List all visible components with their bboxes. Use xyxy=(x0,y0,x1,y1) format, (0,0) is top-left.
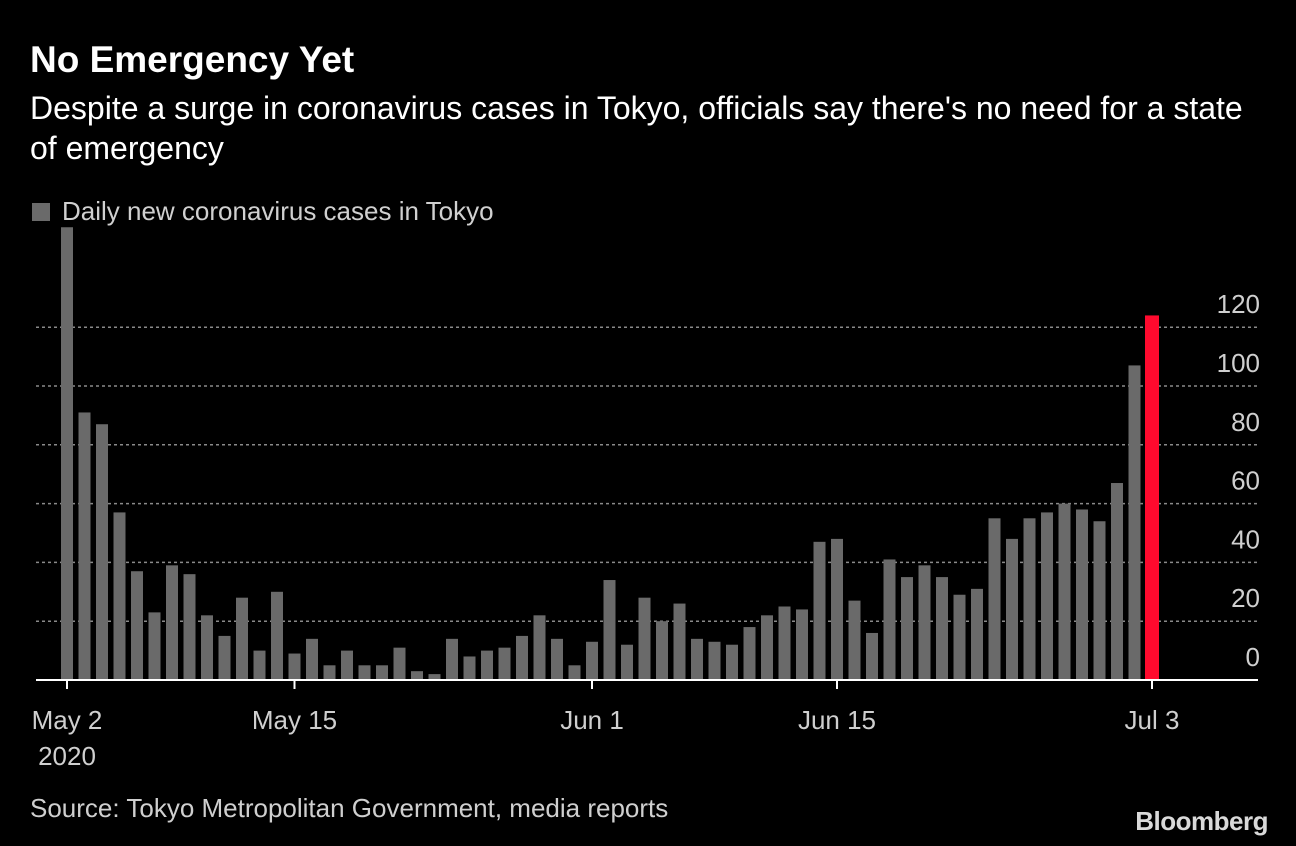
bar xyxy=(901,577,913,680)
bar xyxy=(603,580,616,680)
y-tick-label: 120 xyxy=(1217,289,1260,319)
bar xyxy=(831,538,843,680)
y-tick-label: 100 xyxy=(1217,348,1260,378)
axes: 0 20 40 60 80 100 120 May 2 2020 May 15 Jun 1 Jun 1… xyxy=(32,289,1260,771)
bar xyxy=(498,647,511,680)
x-tick-label: May 2 xyxy=(32,705,103,735)
bar xyxy=(1093,521,1106,680)
y-tick-label: 40 xyxy=(1231,524,1260,554)
bar xyxy=(866,632,878,680)
y-tick-label: 20 xyxy=(1231,583,1260,613)
bar xyxy=(1006,538,1018,680)
bar xyxy=(568,665,581,680)
bar xyxy=(778,606,791,680)
bar xyxy=(323,665,336,680)
bar xyxy=(971,588,983,680)
bar xyxy=(481,650,493,680)
bar xyxy=(848,600,861,680)
y-tick-label: 0 xyxy=(1246,642,1260,672)
bar xyxy=(463,656,476,680)
bars xyxy=(61,227,1159,681)
x-tick-label: Jun 15 xyxy=(798,705,876,735)
bar xyxy=(393,647,406,680)
bar xyxy=(411,671,423,680)
bar xyxy=(1128,365,1141,680)
bar xyxy=(1023,518,1036,680)
x-tick-sublabel: 2020 xyxy=(38,741,96,771)
y-tick-label: 80 xyxy=(1231,407,1260,437)
bar xyxy=(656,621,668,680)
bar xyxy=(201,615,213,680)
x-tick-label: Jul 3 xyxy=(1125,705,1180,735)
bar xyxy=(78,412,91,680)
bar xyxy=(761,615,773,680)
bar xyxy=(288,653,301,680)
source-note: Source: Tokyo Metropolitan Government, m… xyxy=(30,793,669,823)
bar xyxy=(673,603,686,680)
chart-title: No Emergency Yet xyxy=(30,39,355,80)
bar xyxy=(358,665,371,680)
legend-swatch xyxy=(32,202,50,221)
bar xyxy=(113,512,126,680)
bar xyxy=(883,559,896,680)
bloomberg-logo: Bloomberg xyxy=(1135,806,1268,836)
bar xyxy=(253,650,266,680)
bar xyxy=(708,641,721,680)
chart-subtitle: Despite a surge in coronavirus cases in … xyxy=(30,90,1243,166)
bar-highlight xyxy=(1145,315,1159,680)
bar xyxy=(218,635,231,680)
bar xyxy=(953,594,966,680)
bar xyxy=(988,518,1001,680)
bar xyxy=(166,565,178,680)
bar xyxy=(743,627,756,680)
bar xyxy=(621,644,633,680)
legend: Daily new coronavirus cases in Tokyo xyxy=(32,196,494,227)
gridlines xyxy=(36,326,1258,622)
bar xyxy=(271,591,283,680)
x-tick-label: Jun 1 xyxy=(560,705,624,735)
bar xyxy=(376,665,388,680)
bar xyxy=(638,597,651,680)
bar xyxy=(1111,483,1123,680)
legend-label: Daily new coronavirus cases in Tokyo xyxy=(62,196,494,226)
bar xyxy=(516,635,528,680)
bar xyxy=(726,644,738,680)
y-tick-label: 60 xyxy=(1231,466,1260,496)
bar xyxy=(813,541,826,680)
bar xyxy=(691,638,703,680)
bar xyxy=(148,612,161,680)
bar xyxy=(61,227,73,681)
bar xyxy=(1041,512,1053,680)
bar xyxy=(936,577,948,680)
bar xyxy=(533,615,546,680)
bar xyxy=(1058,503,1071,680)
bar xyxy=(586,641,598,680)
bar xyxy=(1076,509,1088,680)
bar xyxy=(131,571,143,680)
bar xyxy=(96,424,108,680)
bar xyxy=(183,574,196,680)
bar xyxy=(918,565,931,680)
bar xyxy=(551,638,563,680)
bar xyxy=(428,674,441,680)
bar xyxy=(446,638,458,680)
bar xyxy=(796,609,808,680)
bar xyxy=(236,597,248,680)
x-tick-label: May 15 xyxy=(252,705,337,735)
bar xyxy=(306,638,318,680)
bar xyxy=(341,650,353,680)
